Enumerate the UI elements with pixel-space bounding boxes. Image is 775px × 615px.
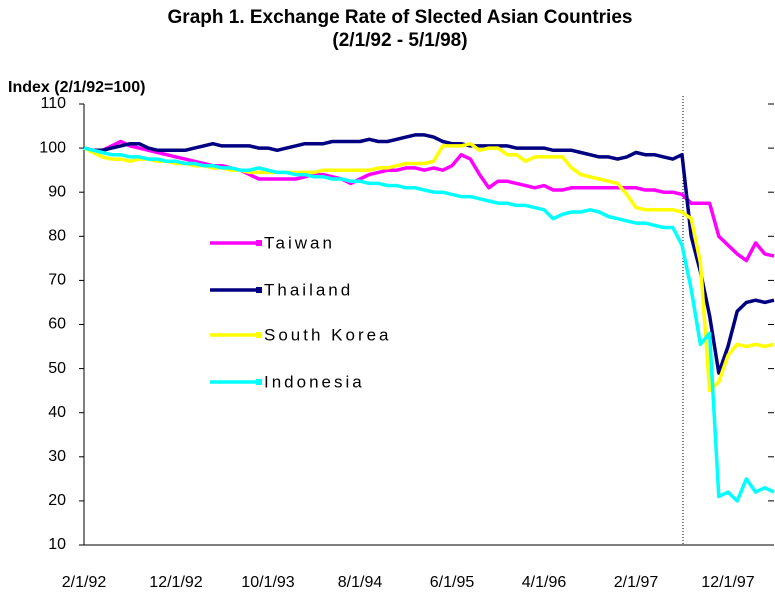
- chart-subtitle: (2/1/92 - 5/1/98): [332, 30, 467, 51]
- legend-marker: [256, 379, 262, 385]
- series-line: [83, 133, 775, 375]
- legend-label: Indonesia: [264, 372, 365, 391]
- y-tick-label: 60: [48, 316, 66, 333]
- legend-marker: [256, 240, 262, 246]
- legend-marker: [256, 332, 262, 338]
- x-tick-label: 12/1/92: [149, 574, 202, 591]
- y-tick-label: 30: [48, 448, 66, 465]
- chart-title: Graph 1. Exchange Rate of Slected Asian …: [168, 7, 633, 28]
- y-tick-label: 70: [48, 272, 66, 289]
- x-tick-label: 10/1/93: [241, 574, 294, 591]
- legend-label: Thailand: [264, 280, 353, 299]
- y-tick-label: 80: [48, 228, 66, 245]
- y-tick-label: 110: [40, 95, 66, 112]
- y-tick-label: 50: [48, 360, 66, 377]
- legend-marker: [256, 287, 262, 293]
- x-tick-label: 12/1/97: [701, 574, 754, 591]
- series-line: [83, 146, 775, 503]
- series-line: [83, 141, 775, 393]
- x-tick-label: 2/1/92: [62, 574, 107, 591]
- series-line: [83, 139, 775, 263]
- y-tick-label: 10: [48, 536, 66, 553]
- y-tick-label: 90: [48, 183, 66, 200]
- x-tick-label: 4/1/96: [522, 574, 567, 591]
- y-tick-label: 100: [39, 139, 66, 156]
- x-tick-label: 8/1/94: [338, 574, 383, 591]
- x-tick-label: 6/1/95: [430, 574, 475, 591]
- y-tick-label: 20: [48, 492, 66, 509]
- y-tick-label: 40: [48, 404, 66, 421]
- legend-label: Taiwan: [264, 233, 335, 252]
- legend-label: South Korea: [264, 325, 392, 344]
- y-axis-label: Index (2/1/92=100): [8, 79, 145, 96]
- x-tick-label: 2/1/97: [614, 574, 659, 591]
